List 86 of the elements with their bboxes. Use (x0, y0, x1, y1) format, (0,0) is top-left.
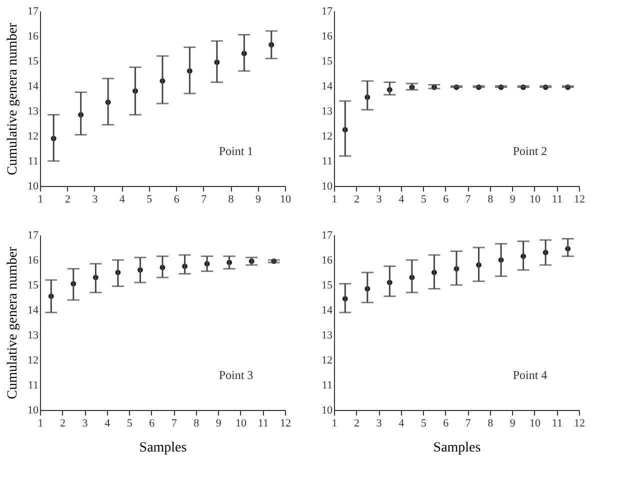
x-tick-label: 3 (376, 418, 382, 430)
y-tick-label: 17 (28, 230, 39, 242)
x-tick-label: 12 (280, 418, 291, 430)
y-tick-label: 16 (28, 30, 39, 42)
y-tick-label: 10 (322, 404, 333, 416)
y-tick-label: 11 (322, 380, 332, 392)
y-tick-label: 15 (28, 280, 39, 292)
x-tick-label: 1 (332, 418, 338, 430)
y-axis-title: Cumulative genera number (6, 246, 20, 400)
x-tick-label: 11 (552, 418, 563, 430)
y-tick-label: 16 (322, 254, 333, 266)
y-tick-label: 17 (322, 230, 333, 242)
y-tick-label: 14 (28, 80, 39, 92)
x-tick-label: 2 (64, 194, 70, 206)
y-tick-label: 13 (322, 330, 333, 342)
y-tick-label: 13 (28, 330, 39, 342)
annotation: Point 1 (218, 144, 254, 158)
x-tick-label: 12 (574, 418, 585, 430)
x-tick-label: 10 (529, 418, 541, 430)
x-tick-label: 3 (92, 194, 98, 206)
y-tick-label: 16 (322, 30, 333, 42)
y-tick-label: 11 (322, 156, 332, 168)
x-tick-label: 9 (510, 194, 516, 206)
y-tick-label: 12 (322, 354, 332, 366)
x-tick-label: 9 (256, 194, 262, 206)
annotation: Point 3 (218, 368, 254, 382)
y-tick-label: 12 (322, 130, 332, 142)
x-tick-label: 2 (354, 194, 360, 206)
y-tick-label: 14 (28, 304, 39, 316)
x-axis-title: Samples (139, 440, 187, 456)
x-tick-label: 8 (228, 194, 234, 206)
y-tick-label: 12 (28, 354, 38, 366)
x-tick-label: 9 (216, 418, 222, 430)
x-tick-label: 4 (119, 194, 126, 206)
y-tick-label: 10 (322, 180, 333, 192)
y-tick-label: 14 (322, 304, 333, 316)
x-tick-label: 6 (443, 194, 450, 206)
x-tick-label: 8 (194, 418, 200, 430)
y-tick-label: 14 (322, 80, 333, 92)
x-tick-label: 3 (376, 194, 382, 206)
x-tick-label: 2 (60, 418, 66, 430)
x-tick-label: 10 (235, 418, 247, 430)
x-tick-label: 5 (420, 418, 427, 430)
x-tick-label: 10 (529, 194, 541, 206)
y-tick-label: 12 (28, 130, 38, 142)
x-tick-label: 1 (38, 418, 44, 430)
y-tick-label: 10 (28, 404, 39, 416)
x-tick-label: 7 (201, 194, 208, 206)
x-tick-label: 10 (280, 194, 292, 206)
x-tick-label: 4 (398, 194, 405, 206)
x-tick-label: 4 (104, 418, 111, 430)
x-tick-label: 6 (174, 194, 180, 206)
x-tick-label: 3 (82, 418, 88, 430)
x-tick-label: 9 (510, 418, 516, 430)
x-tick-label: 4 (398, 418, 405, 430)
y-tick-label: 16 (28, 254, 39, 266)
annotation: Point 2 (512, 144, 548, 158)
x-tick-label: 7 (171, 418, 178, 430)
y-tick-label: 11 (28, 380, 38, 392)
y-tick-label: 13 (322, 106, 333, 118)
x-axis-title: Samples (433, 440, 481, 456)
y-axis-title: Cumulative genera number (6, 22, 20, 176)
y-tick-label: 13 (28, 106, 39, 118)
x-tick-label: 6 (443, 418, 450, 430)
x-tick-label: 11 (258, 418, 269, 430)
x-tick-label: 8 (488, 194, 494, 206)
x-tick-label: 5 (146, 194, 153, 206)
x-tick-label: 6 (149, 418, 156, 430)
y-tick-label: 11 (28, 156, 38, 168)
x-tick-label: 12 (574, 194, 585, 206)
x-tick-label: 1 (332, 194, 338, 206)
x-tick-label: 7 (465, 418, 472, 430)
y-tick-label: 17 (28, 6, 39, 18)
y-tick-label: 10 (28, 180, 39, 192)
annotation: Point 4 (512, 368, 548, 382)
y-tick-label: 17 (322, 6, 333, 18)
x-tick-label: 7 (465, 194, 472, 206)
y-tick-label: 15 (28, 56, 39, 68)
y-tick-label: 15 (322, 56, 333, 68)
y-tick-label: 15 (322, 280, 333, 292)
x-tick-label: 1 (38, 194, 44, 206)
x-tick-label: 11 (552, 194, 563, 206)
x-tick-label: 2 (354, 418, 360, 430)
x-tick-label: 5 (126, 418, 133, 430)
x-tick-label: 5 (420, 194, 427, 206)
x-tick-label: 8 (488, 418, 494, 430)
